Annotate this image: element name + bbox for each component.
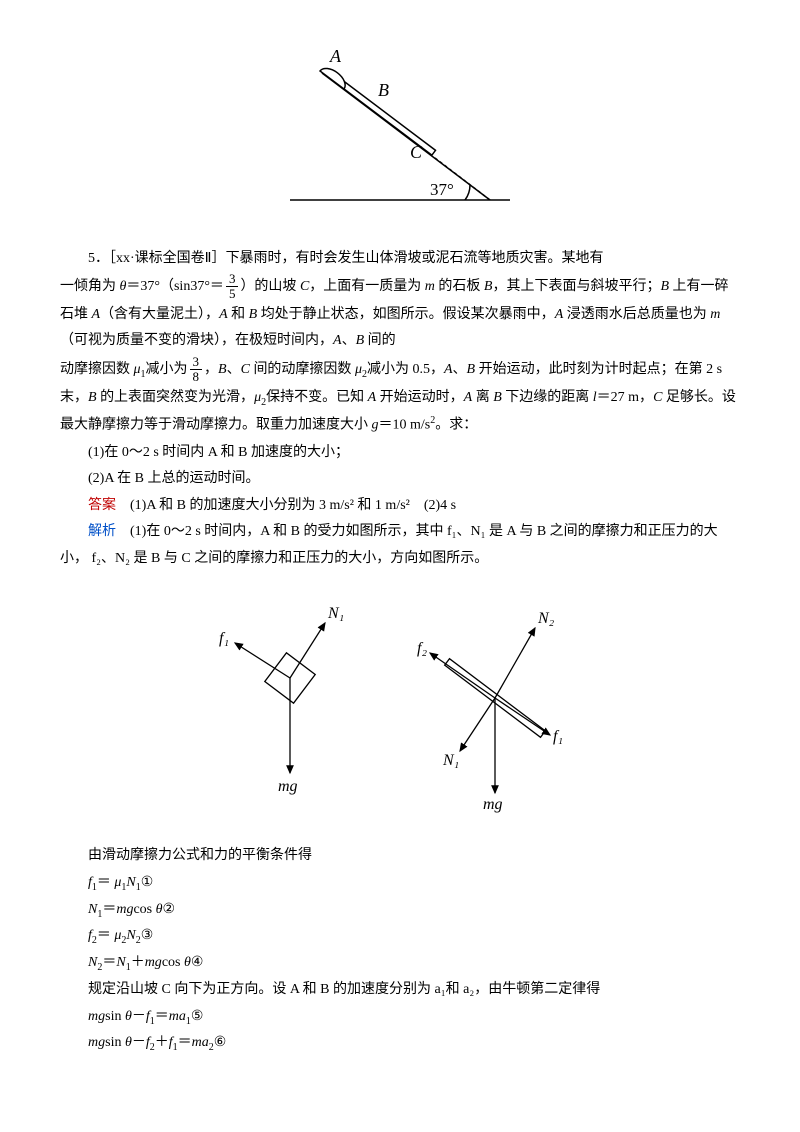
fbd-a-mg: mg [278,778,298,795]
eq6: mgsin θ－f2＋f1＝ma2⑥ [60,1030,740,1057]
figure-incline: A B C 37° [60,40,740,226]
p1a: 下暴雨时，有时会发生山体滑坡或泥石流等地质灾害。某地有 [226,251,604,266]
equations-block: 由滑动摩擦力公式和力的平衡条件得 f1＝ μ1N1① N1＝mgcos θ② f… [60,843,740,1057]
fig1-label-b: B [378,80,389,100]
eq1: f1＝ μ1N1① [60,870,740,897]
p1b-pre: 一倾角为 [60,279,120,294]
fbd-svg: N₁ f₁ mg N₂ f₂ N₁ f₁ mg [185,583,615,813]
fig1-label-a: A [329,46,342,66]
answer-label: 答案 [88,498,116,513]
eq2: N1＝mgcos θ② [60,897,740,924]
analysis-text: (1)在 0～2 s 时间内，A 和 B 的受力如图所示，其中 f₁、N₁ 是 … [60,524,718,566]
fbd-a-f1: f₁ [219,630,229,647]
fbd-b-f1: f₁ [553,728,563,745]
fbd-a-n1: N₁ [327,605,344,622]
figure-fbd: N₁ f₁ mg N₂ f₂ N₁ f₁ mg [60,583,740,824]
answer-line: 答案 (1)A 和 B 的加速度大小分别为 3 m/s² 和 1 m/s² (2… [60,493,740,520]
fbd-b-f2: f₂ [417,640,427,657]
eq-rule: 规定沿山坡 C 向下为正方向。设 A 和 B 的加速度分别为 a₁和 a₂，由牛… [60,977,740,1004]
eq4: N2＝N1＋mgcos θ④ [60,950,740,977]
fig1-label-c: C [410,142,423,162]
eq5: mgsin θ－f1＝ma1⑤ [60,1004,740,1031]
fbd-b-n1: N₁ [442,752,459,769]
problem-body: 5．［xx·课标全国卷Ⅱ］下暴雨时，有时会发生山体滑坡或泥石流等地质灾害。某地有… [60,246,740,573]
para-3: 动摩擦因数 μ1减小为38，B、C 间的动摩擦因数 μ2减小为 0.5，A、B … [60,355,740,440]
eq-intro: 由滑动摩擦力公式和力的平衡条件得 [60,843,740,870]
eq3: f2＝ μ2N2③ [60,923,740,950]
frac-3-5: 35 [226,272,239,302]
problem-source: ［xx·课标全国卷Ⅱ］ [109,251,226,266]
question-2: (2)A 在 B 上总的运动时间。 [60,466,740,493]
analysis-label: 解析 [88,524,116,539]
fig1-angle: 37° [430,180,454,199]
para-2: 一倾角为 θ＝37°（sin37°＝35）的山坡 C，上面有一质量为 m 的石板… [60,272,740,355]
incline-svg: A B C 37° [270,40,530,215]
frac-3-8: 38 [190,355,203,385]
answer-text: (1)A 和 B 的加速度大小分别为 3 m/s² 和 1 m/s² (2)4 … [116,498,456,513]
problem-number: 5． [88,251,109,266]
fbd-b-n2: N₂ [537,610,555,627]
fbd-b-mg: mg [483,796,503,813]
para-1: 5．［xx·课标全国卷Ⅱ］下暴雨时，有时会发生山体滑坡或泥石流等地质灾害。某地有 [60,246,740,273]
question-1: (1)在 0～2 s 时间内 A 和 B 加速度的大小； [60,440,740,467]
p1b-post: ）的山坡 [240,279,300,294]
analysis-p1: 解析 (1)在 0～2 s 时间内，A 和 B 的受力如图所示，其中 f₁、N₁… [60,519,740,572]
